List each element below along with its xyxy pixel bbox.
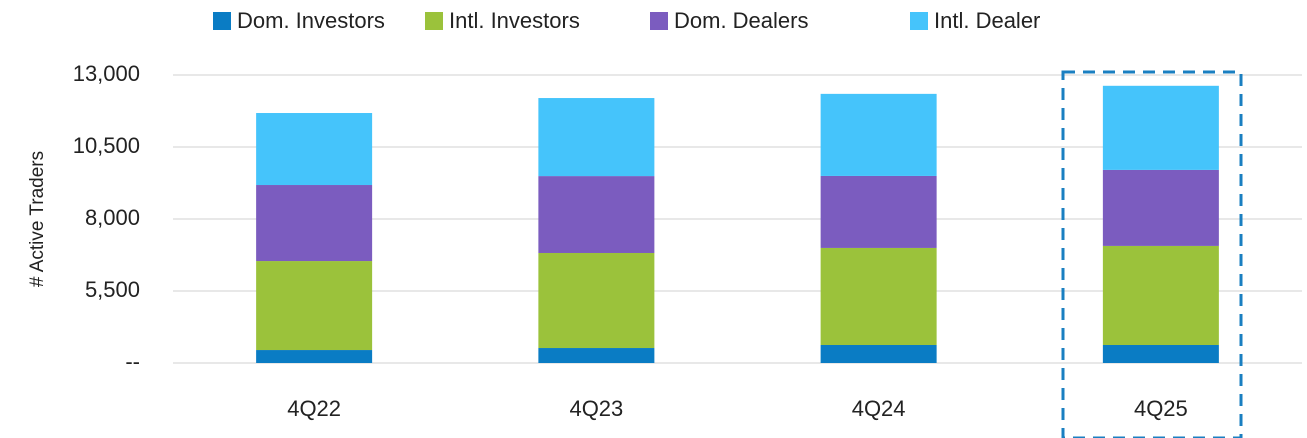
highlight-box	[1061, 70, 1243, 438]
bar-segment	[1102, 245, 1219, 345]
x-tick-label: 4Q22	[287, 396, 341, 421]
bar-segment	[820, 247, 937, 345]
bar-segment	[1102, 85, 1219, 170]
y-tick-label: 13,000	[73, 61, 140, 86]
legend-swatch	[650, 12, 668, 30]
bar-segment	[538, 176, 655, 253]
bar-segment	[1102, 169, 1219, 246]
bar-segment	[538, 98, 655, 177]
bar-segment	[538, 252, 655, 349]
bar-segment	[820, 175, 937, 248]
legend-label: Dom. Investors	[237, 8, 385, 33]
bar-segment	[820, 93, 937, 176]
y-tick-label: 10,500	[73, 133, 140, 158]
x-tick-label: 4Q25	[1134, 396, 1188, 421]
legend-label: Intl. Investors	[449, 8, 580, 33]
bar-segment	[256, 350, 373, 363]
y-tick-label: 8,000	[85, 205, 140, 230]
y-axis-label: # Active Traders	[27, 151, 48, 287]
x-tick-label: 4Q24	[852, 396, 906, 421]
x-tick-label: 4Q23	[569, 396, 623, 421]
y-tick-label: 5,500	[85, 277, 140, 302]
bar-segment	[1102, 345, 1219, 363]
bar-segment	[820, 345, 937, 363]
legend-label: Intl. Dealer	[934, 8, 1040, 33]
legend-swatch	[910, 12, 928, 30]
bar-segment	[256, 185, 373, 262]
legend-swatch	[425, 12, 443, 30]
bar-segment	[256, 113, 373, 186]
y-tick-label: --	[125, 349, 140, 374]
legend-swatch	[213, 12, 231, 30]
legend-label: Dom. Dealers	[674, 8, 808, 33]
bar-segment	[538, 348, 655, 363]
bar-segment	[256, 261, 373, 351]
